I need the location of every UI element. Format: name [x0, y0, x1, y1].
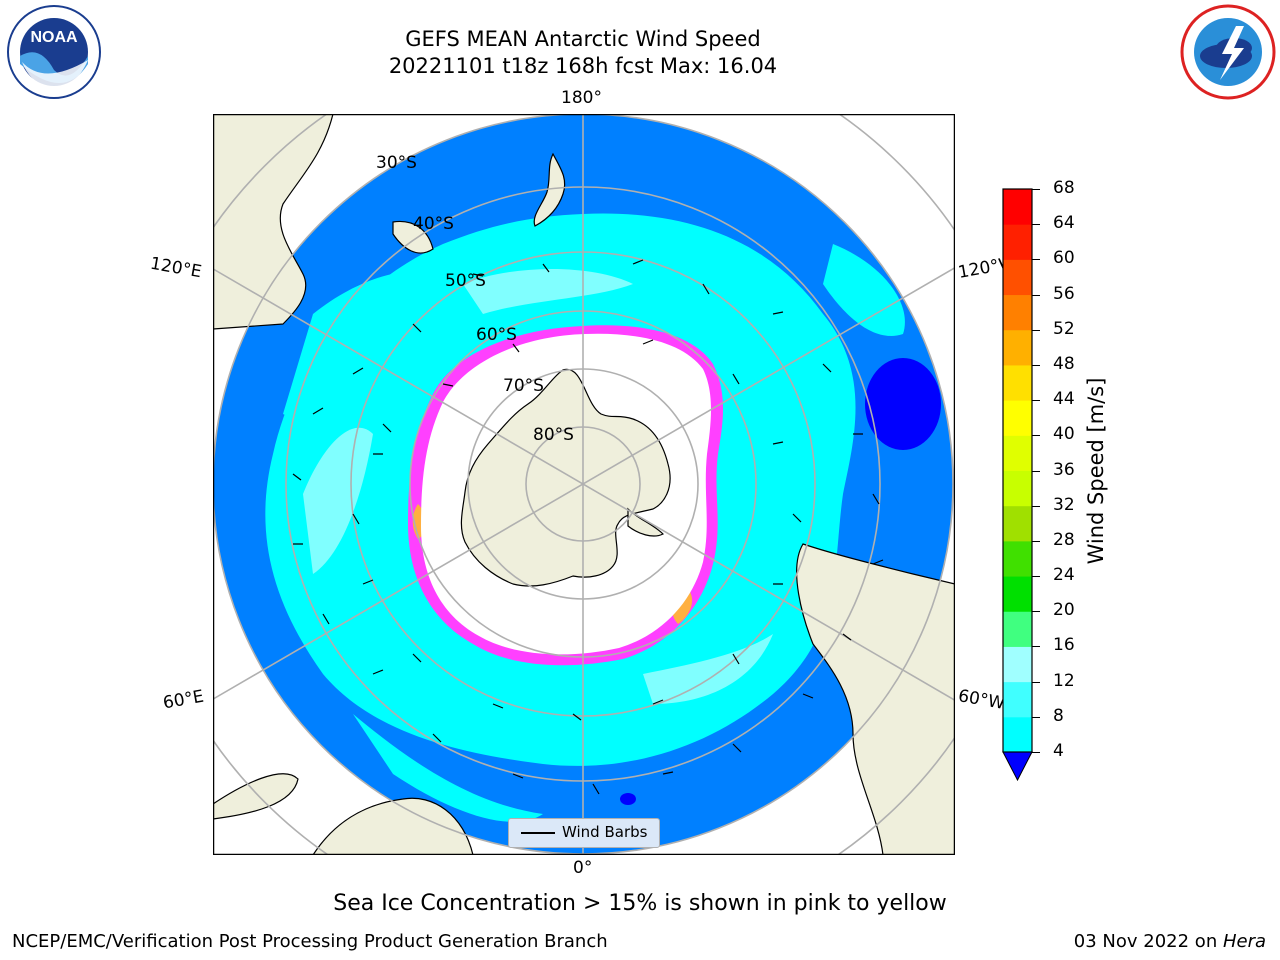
- colorbar-segment: [1003, 470, 1032, 507]
- colorbar-segment: [1003, 435, 1032, 471]
- colorbar-segment: [1003, 611, 1032, 647]
- wind-belt-light-3: [643, 634, 773, 704]
- colorbar-tick-label: 12: [1053, 670, 1075, 691]
- colorbar-segment: [1003, 294, 1032, 331]
- lon-label-0: 0°: [573, 858, 593, 878]
- colorbar-segment: [1003, 224, 1032, 260]
- colorbar-tick-label: 4: [1053, 741, 1064, 761]
- wind-belt-light-2: [303, 427, 373, 574]
- colorbar-segment: [1003, 576, 1032, 612]
- colorbar-tick: [1032, 294, 1040, 296]
- colorbar-tick-label: 40: [1053, 424, 1075, 445]
- colorbar-tick-label: 52: [1053, 318, 1075, 339]
- colorbar-tick-label: 24: [1053, 565, 1075, 586]
- colorbar-label: Wind Speed [m/s]: [1084, 377, 1108, 565]
- colorbar-segment: [1003, 505, 1032, 542]
- lat-label-40s: 40°S: [413, 214, 454, 234]
- colorbar-segment: [1003, 716, 1032, 753]
- colorbar-tick: [1032, 646, 1040, 648]
- colorbar-segment: [1003, 189, 1032, 225]
- colorbar-tick: [1032, 611, 1040, 613]
- colorbar-segment: [1003, 259, 1032, 296]
- colorbar: [1002, 188, 1033, 782]
- wind-belt-cyan-4: [353, 714, 543, 822]
- colorbar-segment: [1003, 364, 1032, 401]
- lat-label-60s: 60°S: [476, 325, 517, 345]
- legend-label: Wind Barbs: [562, 823, 648, 841]
- caption: Sea Ice Concentration > 15% is shown in …: [333, 891, 947, 916]
- wind-belt-cyan-3: [823, 244, 905, 336]
- low-wind-patch: [865, 358, 941, 450]
- lon-label-180: 180°: [561, 88, 602, 108]
- colorbar-segment: [1003, 646, 1032, 683]
- credit-host: Hera: [1222, 931, 1266, 952]
- africa-land: [312, 797, 474, 855]
- colorbar-tick: [1032, 189, 1040, 190]
- colorbar-tick-label: 48: [1053, 353, 1075, 374]
- chart-subtitle: 20221101 t18z 168h fcst Max: 16.04: [388, 54, 778, 78]
- noaa-logo-text: NOAA: [30, 29, 78, 46]
- colorbar-tick: [1032, 224, 1040, 226]
- colorbar-tick: [1032, 505, 1040, 507]
- colorbar-tick: [1032, 400, 1040, 402]
- lon-label-120e: 120°E: [148, 253, 204, 283]
- colorbar-tick-label: 64: [1053, 213, 1075, 234]
- colorbar-tick: [1032, 716, 1040, 718]
- colorbar-segment: [1003, 540, 1032, 577]
- colorbar-tick-label: 20: [1053, 600, 1075, 621]
- south-america-land: [796, 543, 955, 855]
- noaa-logo-icon: NOAA: [7, 5, 101, 99]
- new-zealand-land: [533, 152, 566, 227]
- lat-label-70s: 70°S: [503, 376, 544, 396]
- colorbar-tick-label: 36: [1053, 459, 1075, 480]
- colorbar-segment: [1003, 681, 1032, 718]
- colorbar-tick: [1032, 681, 1040, 683]
- chart-title: GEFS MEAN Antarctic Wind Speed: [405, 27, 761, 51]
- australia-land: [213, 114, 334, 330]
- colorbar-tick: [1032, 540, 1040, 542]
- lat-label-30s: 30°S: [376, 153, 417, 173]
- credit-right: 03 Nov 2022 on Hera: [1074, 931, 1266, 952]
- colorbar-tick: [1032, 364, 1040, 366]
- lat-label-50s: 50°S: [445, 271, 486, 291]
- colorbar-tick: [1032, 470, 1040, 472]
- colorbar-tick-label: 60: [1053, 248, 1075, 269]
- credit-date: 03 Nov 2022 on: [1073, 931, 1223, 952]
- colorbar-tick: [1032, 576, 1040, 578]
- colorbar-tick: [1032, 329, 1040, 331]
- graticule: [213, 114, 955, 855]
- credit-left: NCEP/EMC/Verification Post Processing Pr…: [12, 931, 608, 952]
- colorbar-segment: [1003, 329, 1032, 366]
- wind-barbs: [292, 259, 884, 795]
- colorbar-tick-label: 44: [1053, 389, 1075, 410]
- colorbar-tick-label: 28: [1053, 529, 1075, 550]
- colorbar-tick-label: 8: [1053, 705, 1064, 726]
- antarctica-land: [460, 369, 671, 587]
- colorbar-tick: [1032, 259, 1040, 261]
- colorbar-segment: [1003, 400, 1032, 436]
- legend-line-icon: [521, 832, 555, 834]
- colorbar-tick-label: 56: [1053, 283, 1075, 304]
- map-legend: Wind Barbs: [508, 818, 660, 848]
- lon-label-60e: 60°E: [161, 686, 206, 714]
- nws-logo-icon: [1180, 4, 1276, 100]
- colorbar-tick: [1032, 435, 1040, 437]
- colorbar-tick-label: 32: [1053, 494, 1075, 515]
- wind-belt-light: [463, 269, 633, 314]
- wind-belt-cyan-2: [283, 270, 453, 418]
- colorbar-tick-label: 16: [1053, 635, 1075, 656]
- colorbar-tick-label: 68: [1053, 178, 1075, 198]
- antarctic-wind-map: [213, 114, 955, 855]
- colorbar-tick: [1032, 752, 1040, 753]
- lat-label-80s: 80°S: [533, 425, 574, 445]
